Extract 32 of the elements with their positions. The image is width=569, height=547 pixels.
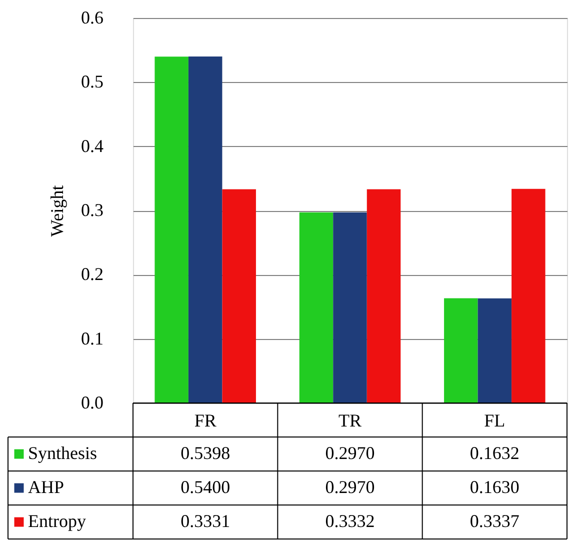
y-tick-label: 0.0 bbox=[81, 392, 104, 412]
y-tick-label: 0.4 bbox=[81, 136, 104, 156]
data-label: 0.3331 bbox=[180, 511, 230, 531]
bar bbox=[188, 56, 222, 403]
x-tick-label: TR bbox=[338, 410, 362, 430]
y-tick-label: 0.6 bbox=[81, 8, 104, 28]
bar bbox=[333, 212, 367, 403]
data-label: 0.3332 bbox=[325, 511, 375, 531]
bar bbox=[299, 212, 334, 403]
data-label: 0.3337 bbox=[470, 511, 520, 531]
data-label: 0.5398 bbox=[180, 443, 230, 463]
y-tick-label: 0.1 bbox=[81, 328, 104, 348]
bar bbox=[154, 56, 188, 403]
bar bbox=[222, 189, 256, 403]
x-tick-label: FR bbox=[194, 410, 216, 430]
y-tick-label: 0.3 bbox=[81, 200, 104, 220]
y-axis-title: Weight bbox=[47, 185, 67, 237]
bar bbox=[478, 298, 512, 403]
bar bbox=[512, 188, 546, 403]
x-tick-label: FL bbox=[484, 410, 506, 430]
bar bbox=[366, 189, 401, 403]
y-tick-label: 0.2 bbox=[81, 264, 104, 284]
data-label: 0.2970 bbox=[325, 443, 375, 463]
legend-label: AHP bbox=[28, 477, 64, 497]
data-label: 0.1630 bbox=[470, 477, 520, 497]
legend-label: Synthesis bbox=[28, 443, 98, 463]
bar bbox=[444, 298, 478, 403]
data-label: 0.2970 bbox=[325, 477, 375, 497]
data-label: 0.1632 bbox=[470, 443, 520, 463]
legend-label: Entropy bbox=[28, 511, 86, 531]
data-label: 0.5400 bbox=[180, 477, 230, 497]
y-tick-label: 0.5 bbox=[81, 72, 104, 92]
